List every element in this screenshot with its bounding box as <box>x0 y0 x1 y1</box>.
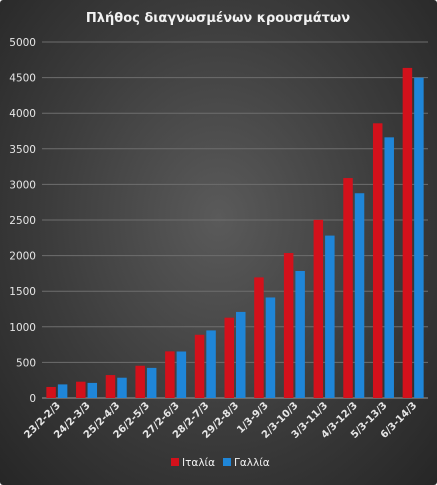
bar-france <box>414 77 424 398</box>
y-tick-label: 3500 <box>9 144 36 156</box>
bar-italy <box>76 381 86 398</box>
bar-france <box>87 382 98 398</box>
y-tick-label: 3000 <box>9 179 36 191</box>
bar-italy <box>343 178 353 398</box>
y-tick-label: 2000 <box>9 251 36 263</box>
bar-france <box>117 377 127 398</box>
chart-title: Πλήθος διαγνωσμένων κρουσμάτων <box>86 11 350 26</box>
legend-label: Γαλλία <box>234 457 270 469</box>
bar-france <box>57 384 68 398</box>
y-tick-label: 1500 <box>9 286 36 298</box>
gridlines <box>42 41 428 399</box>
legend: Ιταλία Γαλλία <box>171 457 270 469</box>
y-tick-label: 0 <box>29 393 36 405</box>
bar-france <box>206 330 216 398</box>
bar-france <box>325 235 335 398</box>
bar-italy <box>313 219 324 398</box>
bar-italy <box>135 365 145 398</box>
bar-france <box>146 367 157 398</box>
bar-italy <box>194 334 205 398</box>
bar-italy <box>372 123 383 399</box>
bar-france <box>384 137 394 399</box>
bar-france <box>176 351 187 398</box>
bar-france <box>354 193 365 398</box>
bar-italy <box>105 375 116 398</box>
bar-italy <box>283 253 294 398</box>
legend-swatch <box>223 458 231 466</box>
bar-italy <box>46 386 56 398</box>
bar-italy <box>165 351 175 398</box>
y-tick-label: 4000 <box>9 108 36 120</box>
y-axis-tick-labels: 0 500 1000 1500 2000 2500 3000 3500 4000 4500 5000 <box>9 37 36 405</box>
bar-italy <box>254 277 264 398</box>
y-tick-label: 1000 <box>9 322 36 334</box>
legend-swatch <box>171 458 179 466</box>
x-axis-tick-labels: 23/2-2/324/2-3/325/2-4/326/2-5/327/2-6/3… <box>22 400 419 441</box>
bar-italy <box>224 317 234 398</box>
y-tick-label: 5000 <box>9 37 36 49</box>
y-tick-label: 2500 <box>9 215 36 227</box>
bar-france <box>236 311 246 398</box>
bar-italy <box>402 67 413 398</box>
bar-france <box>295 270 305 398</box>
y-tick-label: 4500 <box>9 73 36 85</box>
bar-france <box>265 297 276 398</box>
bars <box>46 67 424 399</box>
legend-label: Ιταλία <box>182 457 215 469</box>
y-tick-label: 500 <box>16 357 36 369</box>
